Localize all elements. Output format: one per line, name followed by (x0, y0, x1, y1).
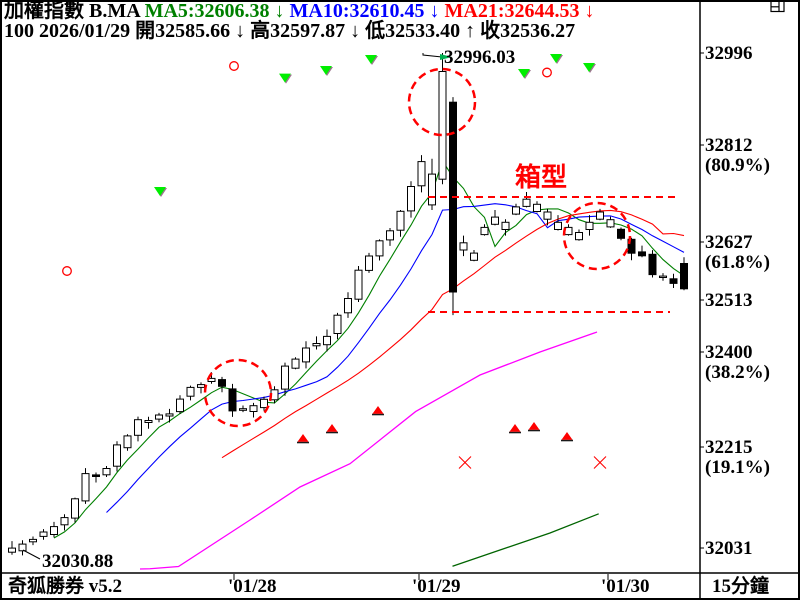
svg-text:(19.1%): (19.1%) (705, 457, 770, 478)
svg-text:奇狐勝券 v5.2: 奇狐勝券 v5.2 (8, 574, 122, 597)
svg-text:32812: 32812 (705, 135, 753, 156)
svg-text:'01/28: '01/28 (228, 576, 277, 597)
svg-text:32996.03: 32996.03 (444, 47, 515, 68)
svg-text:15分鐘: 15分鐘 (712, 574, 769, 597)
svg-text:(38.2%): (38.2%) (705, 362, 770, 383)
svg-text:(61.8%): (61.8%) (705, 252, 770, 273)
svg-text:箱型: 箱型 (515, 162, 567, 192)
svg-text:32030.88: 32030.88 (42, 551, 113, 572)
svg-text:32400: 32400 (705, 342, 753, 363)
svg-text:(80.9%): (80.9%) (705, 155, 770, 176)
svg-text:32627: 32627 (705, 232, 753, 253)
svg-text:32996: 32996 (705, 43, 753, 64)
svg-text:32031: 32031 (705, 538, 753, 559)
svg-text:32513: 32513 (705, 290, 753, 311)
svg-text:32215: 32215 (705, 437, 753, 458)
